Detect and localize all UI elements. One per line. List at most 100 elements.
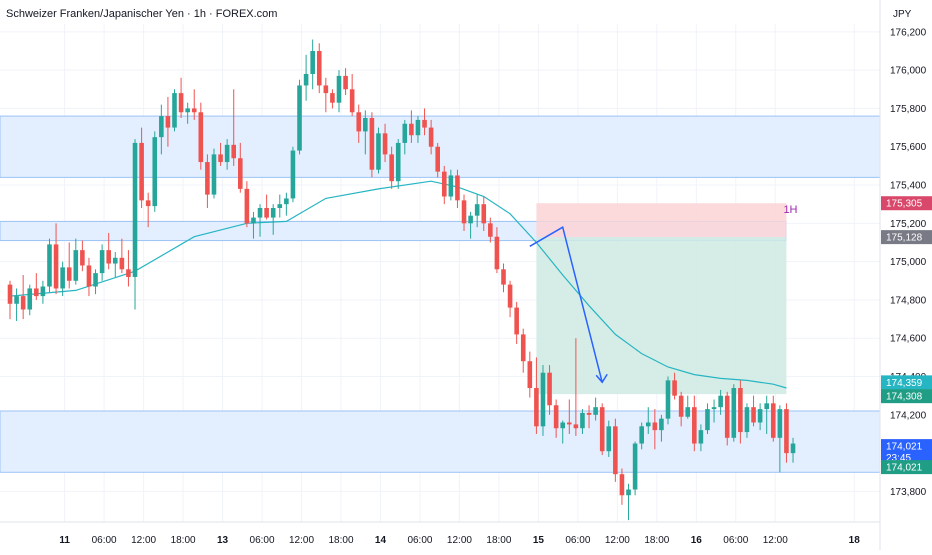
candle-down bbox=[751, 407, 756, 423]
candle-up bbox=[764, 403, 769, 410]
candle-down bbox=[553, 405, 559, 429]
candle-up bbox=[290, 150, 296, 199]
candle-down bbox=[198, 112, 204, 163]
arrow-drawing bbox=[529, 226, 608, 384]
candle-down bbox=[389, 154, 394, 182]
position-tool: 1H bbox=[536, 203, 798, 395]
candle-down bbox=[770, 403, 776, 438]
candle-up bbox=[336, 75, 342, 103]
x-tick-label: 13 bbox=[217, 535, 229, 546]
candle-down bbox=[231, 144, 237, 159]
price-axis: 173,800174,000174,200174,400174,600174,8… bbox=[879, 0, 932, 550]
price-badge-label: 174,021 bbox=[886, 442, 923, 453]
x-tick-label: 18 bbox=[849, 535, 861, 546]
candle-down bbox=[178, 93, 184, 113]
candle-up bbox=[277, 204, 283, 209]
candle-down bbox=[145, 200, 151, 207]
candle-up bbox=[152, 137, 158, 207]
candle-down bbox=[369, 118, 375, 170]
candle-down bbox=[119, 257, 125, 270]
price-badge bbox=[881, 196, 932, 211]
candle-up bbox=[47, 244, 52, 287]
candle-up bbox=[257, 208, 263, 218]
candle-down bbox=[330, 93, 335, 103]
candle-up bbox=[303, 73, 309, 86]
candle-down bbox=[488, 223, 493, 237]
x-tick-label: 15 bbox=[533, 535, 545, 546]
candle-up bbox=[580, 412, 585, 429]
candle-up bbox=[376, 133, 381, 170]
candle-down bbox=[428, 127, 434, 147]
candle-up bbox=[99, 250, 105, 274]
candle-up bbox=[40, 286, 46, 297]
candle-up bbox=[172, 93, 177, 128]
candle-down bbox=[784, 409, 789, 454]
candle-down bbox=[53, 244, 59, 289]
candle-up bbox=[659, 418, 664, 431]
time-axis: 11 06:00 12:00 18:00 13 06:00 12:00 18:00 14 06:0… bbox=[0, 521, 880, 546]
candle-up bbox=[402, 123, 408, 143]
candle-down bbox=[80, 250, 85, 266]
price-badge bbox=[881, 389, 932, 404]
candle-down bbox=[139, 142, 144, 201]
candle-down bbox=[547, 372, 552, 406]
candle-down bbox=[7, 284, 13, 304]
candle-down bbox=[724, 395, 730, 438]
candle-up bbox=[93, 273, 98, 287]
take-profit-zone bbox=[536, 237, 787, 395]
candle-down bbox=[349, 89, 355, 113]
candle-down bbox=[191, 108, 197, 113]
x-tick-label: 18:00 bbox=[644, 535, 669, 546]
candle-up bbox=[395, 142, 401, 182]
candle-down bbox=[738, 388, 743, 433]
candle-down bbox=[422, 119, 427, 128]
candle-up bbox=[744, 407, 750, 433]
y-tick-label: 176,000 bbox=[890, 66, 927, 77]
candle-up bbox=[224, 144, 230, 163]
y-tick-label: 174,600 bbox=[890, 334, 927, 345]
candle-down bbox=[20, 296, 26, 310]
y-tick-label: 175,800 bbox=[890, 104, 927, 115]
x-tick-label: 16 bbox=[691, 535, 703, 546]
candle-up bbox=[251, 217, 256, 224]
candle-down bbox=[238, 158, 243, 189]
candle-up bbox=[777, 409, 783, 438]
candle-down bbox=[652, 422, 658, 431]
candle-up bbox=[159, 116, 164, 138]
candle-up bbox=[698, 430, 704, 444]
price-badge bbox=[881, 230, 932, 245]
candle-up bbox=[14, 296, 19, 304]
candle-down bbox=[323, 85, 329, 94]
x-tick-label: 06:00 bbox=[92, 535, 117, 546]
candle-down bbox=[534, 388, 539, 427]
x-tick-label: 12:00 bbox=[447, 535, 472, 546]
y-tick-label: 175,400 bbox=[890, 181, 927, 192]
candle-down bbox=[567, 422, 572, 425]
candle-down bbox=[455, 175, 460, 201]
candle-down bbox=[586, 412, 592, 415]
candle-down bbox=[514, 307, 519, 335]
candle-down bbox=[205, 162, 210, 195]
x-tick-label: 12:00 bbox=[763, 535, 788, 546]
candle-down bbox=[613, 426, 618, 475]
candle-up bbox=[626, 489, 631, 496]
currency-label: JPY bbox=[893, 9, 912, 20]
candle-up bbox=[593, 407, 598, 415]
price-badge bbox=[881, 460, 932, 475]
candle-down bbox=[599, 407, 605, 452]
candle-down bbox=[66, 267, 72, 281]
price-badge-label: 174,359 bbox=[886, 378, 923, 389]
candle-up bbox=[474, 204, 480, 216]
candle-down bbox=[619, 474, 625, 496]
candle-down bbox=[507, 284, 513, 308]
candle-up bbox=[665, 380, 671, 419]
candle-down bbox=[86, 265, 92, 287]
x-tick-label: 12:00 bbox=[289, 535, 314, 546]
candle-down bbox=[441, 171, 447, 197]
candle-down bbox=[343, 75, 348, 90]
candle-down bbox=[435, 146, 440, 172]
candle-up bbox=[132, 142, 138, 277]
candle-up bbox=[645, 422, 651, 427]
